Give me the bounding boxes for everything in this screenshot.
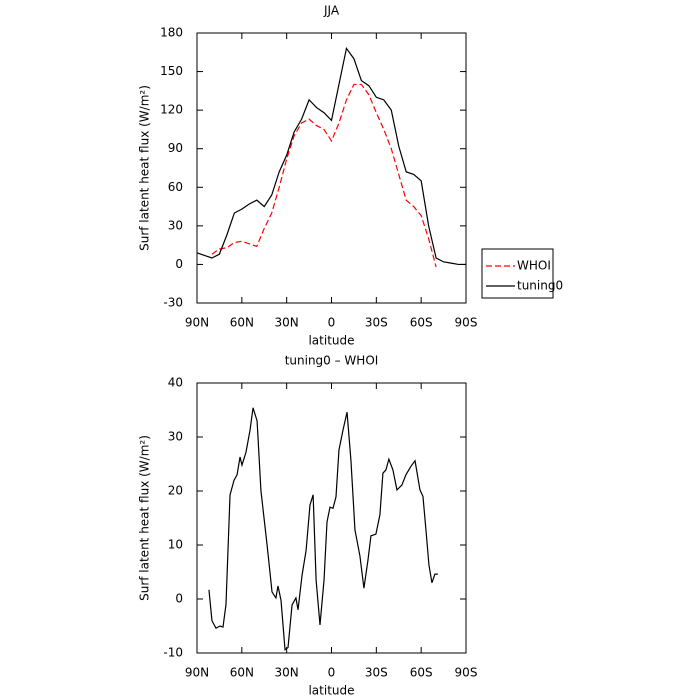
chart-title: JJA: [323, 4, 340, 18]
y-tick-label: 0: [175, 257, 183, 271]
x-tick-label: 90S: [455, 666, 478, 680]
y-axis-label: Surf latent heat flux (W/m²): [138, 435, 152, 601]
x-tick-label: 60N: [230, 666, 254, 680]
legend-label: WHOI: [517, 259, 551, 273]
legend-label: tuning0: [517, 279, 563, 293]
x-tick-label: 30S: [365, 666, 388, 680]
y-tick-label: 90: [168, 141, 183, 155]
y-tick-label: 180: [160, 26, 183, 40]
x-tick-label: 60S: [410, 316, 433, 330]
plot-frame: [196, 32, 467, 304]
data-line: [208, 407, 438, 651]
x-tick-label: 30N: [275, 666, 299, 680]
x-tick-label: 30S: [365, 316, 388, 330]
y-tick-label: 30: [168, 430, 183, 444]
x-tick-label: 90S: [455, 316, 478, 330]
x-axis-label: latitude: [308, 334, 354, 348]
x-tick-label: 0: [328, 316, 336, 330]
y-tick-label: 10: [168, 538, 183, 552]
x-tick-label: 0: [328, 666, 336, 680]
x-tick-label: 30N: [275, 316, 299, 330]
y-tick-label: 150: [160, 64, 183, 78]
legend-box: [481, 248, 554, 299]
y-tick-label: 30: [168, 218, 183, 232]
x-tick-label: 90N: [185, 316, 209, 330]
data-line: [196, 46, 466, 266]
x-axis-label: latitude: [308, 684, 354, 698]
y-axis-label: Surf latent heat flux (W/m²): [138, 85, 152, 251]
x-tick-label: 60S: [410, 666, 433, 680]
x-tick-label: 90N: [185, 666, 209, 680]
chart-title: tuning0 – WHOI: [285, 354, 379, 368]
x-tick-label: 60N: [230, 316, 254, 330]
y-tick-label: 120: [160, 103, 183, 117]
y-tick-label: 40: [168, 376, 183, 390]
y-tick-label: -10: [163, 646, 183, 660]
y-tick-label: 0: [175, 592, 183, 606]
y-tick-label: 20: [168, 484, 183, 498]
data-line: [211, 83, 437, 268]
y-tick-label: 60: [168, 180, 183, 194]
plot-frame: [196, 382, 467, 654]
y-tick-label: -30: [163, 296, 183, 310]
